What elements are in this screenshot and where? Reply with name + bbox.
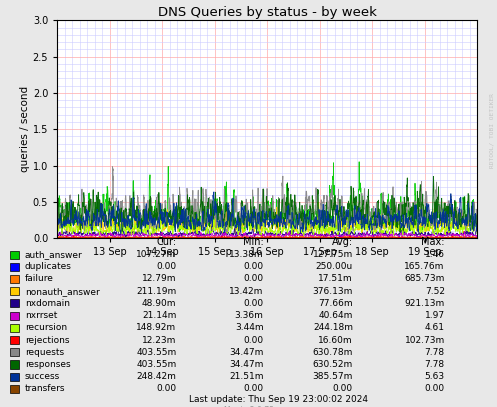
Text: rejections: rejections (25, 335, 70, 345)
Text: 250.00u: 250.00u (316, 262, 353, 271)
Text: 165.76m: 165.76m (405, 262, 445, 271)
Text: recursion: recursion (25, 323, 67, 333)
Text: 376.13m: 376.13m (313, 287, 353, 296)
Text: 0.00: 0.00 (244, 299, 263, 308)
Text: 16.60m: 16.60m (318, 335, 353, 345)
Text: 40.64m: 40.64m (319, 311, 353, 320)
Text: 7.78: 7.78 (425, 360, 445, 369)
Text: nxdomain: nxdomain (25, 299, 70, 308)
Text: transfers: transfers (25, 384, 65, 394)
Text: 17.51m: 17.51m (318, 274, 353, 284)
Text: nonauth_answer: nonauth_answer (25, 287, 99, 296)
Text: 0.00: 0.00 (425, 384, 445, 394)
Text: 630.78m: 630.78m (313, 348, 353, 357)
Text: 7.52: 7.52 (425, 287, 445, 296)
Title: DNS Queries by status - by week: DNS Queries by status - by week (158, 6, 377, 19)
Text: 21.51m: 21.51m (229, 372, 263, 381)
Text: 921.13m: 921.13m (405, 299, 445, 308)
Text: 0.00: 0.00 (244, 274, 263, 284)
Text: 1.97: 1.97 (425, 311, 445, 320)
Text: duplicates: duplicates (25, 262, 72, 271)
Text: 3.44m: 3.44m (235, 323, 263, 333)
Y-axis label: queries / second: queries / second (20, 86, 30, 172)
Text: 685.73m: 685.73m (405, 274, 445, 284)
Text: 77.66m: 77.66m (318, 299, 353, 308)
Text: 13.42m: 13.42m (229, 287, 263, 296)
Text: Cur:: Cur: (157, 237, 176, 247)
Text: 244.18m: 244.18m (313, 323, 353, 333)
Text: 102.73m: 102.73m (405, 335, 445, 345)
Text: Max:: Max: (421, 237, 445, 247)
Text: 13.38m: 13.38m (229, 250, 263, 259)
Text: 248.42m: 248.42m (137, 372, 176, 381)
Text: 0.00: 0.00 (244, 262, 263, 271)
Text: responses: responses (25, 360, 71, 369)
Text: 12.23m: 12.23m (142, 335, 176, 345)
Text: failure: failure (25, 274, 54, 284)
Text: 403.55m: 403.55m (136, 348, 176, 357)
Text: 3.36m: 3.36m (235, 311, 263, 320)
Text: requests: requests (25, 348, 64, 357)
Text: 34.47m: 34.47m (229, 360, 263, 369)
Text: 211.19m: 211.19m (136, 287, 176, 296)
Text: 4.61: 4.61 (425, 323, 445, 333)
Text: 5.63: 5.63 (425, 372, 445, 381)
Text: 0.00: 0.00 (157, 262, 176, 271)
Text: 148.92m: 148.92m (136, 323, 176, 333)
Text: 1.46: 1.46 (425, 250, 445, 259)
Text: 0.00: 0.00 (244, 384, 263, 394)
Text: 0.00: 0.00 (333, 384, 353, 394)
Text: 127.75m: 127.75m (313, 250, 353, 259)
Text: Avg:: Avg: (331, 237, 353, 247)
Text: success: success (25, 372, 60, 381)
Text: 21.14m: 21.14m (142, 311, 176, 320)
Text: 48.90m: 48.90m (142, 299, 176, 308)
Text: Min:: Min: (243, 237, 263, 247)
Text: Munin 2.0.73: Munin 2.0.73 (224, 406, 273, 407)
Text: Last update: Thu Sep 19 23:00:02 2024: Last update: Thu Sep 19 23:00:02 2024 (189, 395, 368, 405)
Text: 0.00: 0.00 (244, 335, 263, 345)
Text: 107.27m: 107.27m (136, 250, 176, 259)
Text: 0.00: 0.00 (157, 384, 176, 394)
Text: auth_answer: auth_answer (25, 250, 83, 259)
Text: 34.47m: 34.47m (229, 348, 263, 357)
Text: 7.78: 7.78 (425, 348, 445, 357)
Text: 630.52m: 630.52m (313, 360, 353, 369)
Text: 385.57m: 385.57m (313, 372, 353, 381)
Text: RDTOOL/ TOBI OETIKER: RDTOOL/ TOBI OETIKER (490, 93, 495, 168)
Text: 12.79m: 12.79m (142, 274, 176, 284)
Text: 403.55m: 403.55m (136, 360, 176, 369)
Text: nxrrset: nxrrset (25, 311, 57, 320)
